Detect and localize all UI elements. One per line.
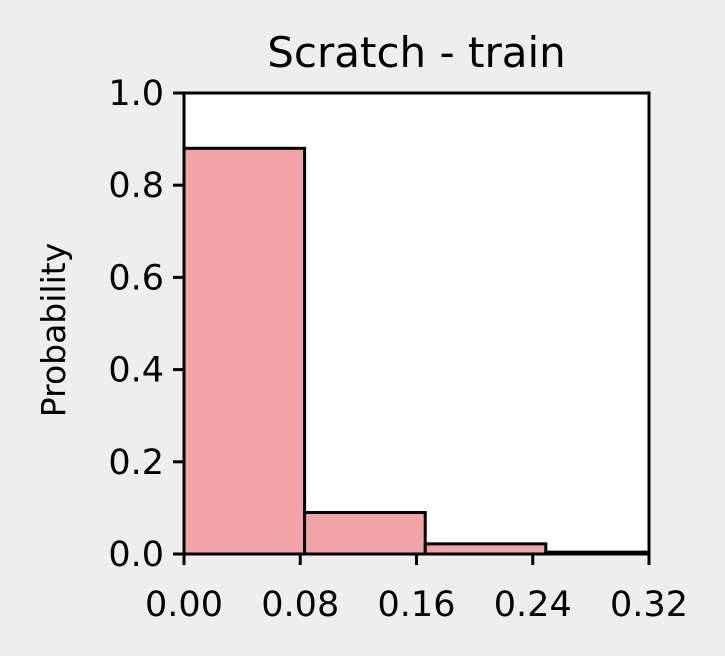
x-tick-label: 0.24 [494, 585, 572, 625]
y-tick-label: 0.8 [108, 166, 164, 206]
histogram-bar-1 [182, 146, 307, 556]
y-tick-label: 0.6 [108, 258, 164, 298]
y-tick-label: 0.4 [108, 351, 164, 391]
y-tick-label: 0.0 [108, 535, 164, 575]
y-axis: 0.0 0.2 0.4 0.6 0.8 1.0 [108, 74, 184, 575]
y-tick-label: 1.0 [108, 74, 164, 114]
histogram-bar-3 [423, 542, 548, 556]
x-tick-label: 0.00 [145, 585, 223, 625]
bars-group [182, 146, 651, 556]
x-tick-label: 0.08 [261, 585, 339, 625]
y-axis-label: Probability [34, 243, 73, 417]
chart-title: Scratch - train [267, 28, 566, 77]
y-tick-label: 0.2 [108, 443, 164, 483]
x-tick-label: 0.16 [378, 585, 456, 625]
histogram-bar-2 [303, 511, 427, 556]
x-axis: 0.00 0.08 0.16 0.24 0.32 [145, 554, 688, 625]
x-tick-label: 0.32 [610, 585, 688, 625]
